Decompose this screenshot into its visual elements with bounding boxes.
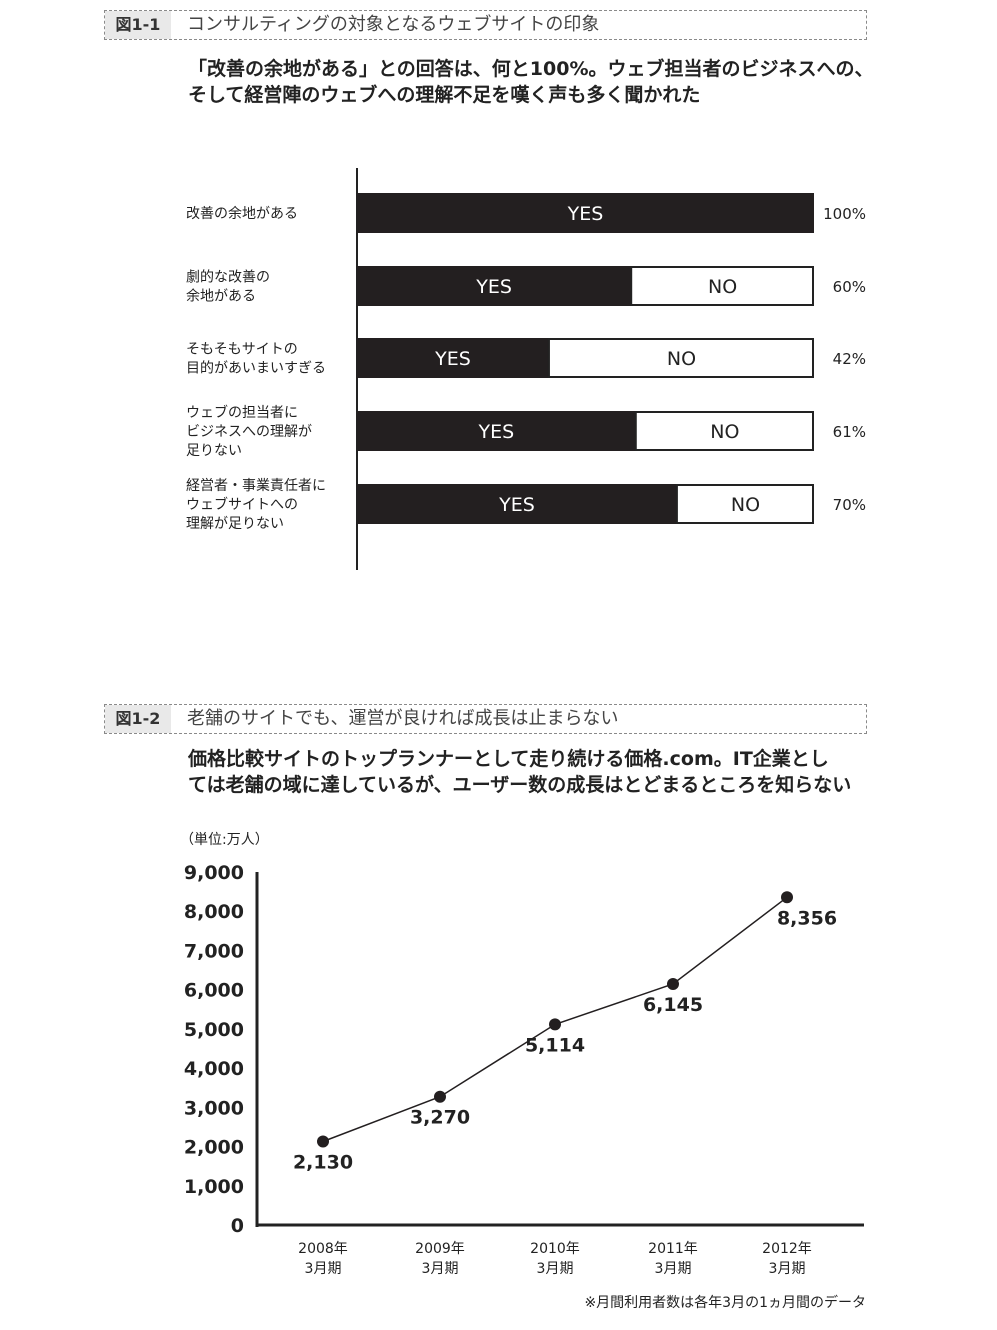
figure1-number: 図1-1 [105, 11, 171, 39]
category-label: 経営者・事業責任者に [186, 478, 326, 494]
figure2-lead-line: 価格比較サイトのトップランナーとして走り続ける価格.com。IT企業とし [188, 748, 829, 770]
category-label: ビジネスへの理解が [186, 424, 312, 440]
x-tick-label: 2011年 [648, 1241, 698, 1257]
no-bar-label: NO [708, 276, 737, 298]
unit-label: （単位:万人） [180, 832, 269, 848]
data-label: 5,114 [525, 1034, 585, 1056]
data-point [434, 1090, 446, 1103]
x-tick-label: 2008年 [298, 1241, 348, 1257]
footnote: ※月間利用者数は各年3月の1ヵ月間のデータ [584, 1294, 866, 1311]
figure2-header: 図1-2 老舗のサイトでも、運営が良ければ成長は止まらない [104, 704, 867, 734]
no-bar [675, 484, 815, 524]
x-tick-label: 3月期 [769, 1261, 806, 1277]
percent-label: 70% [833, 496, 866, 514]
category-label: 余地がある [186, 288, 256, 305]
figure2-title: 老舗のサイトでも、運営が良ければ成長は止まらない [187, 708, 619, 729]
y-tick-label: 7,000 [184, 940, 244, 962]
yes-bar-label: YES [567, 203, 604, 225]
y-tick-label: 2,000 [184, 1137, 244, 1159]
percent-label: 100% [823, 205, 866, 223]
category-label: 理解が足りない [186, 516, 284, 532]
category-label: ウェブサイトへの [186, 496, 298, 513]
figure2-lead: 価格比較サイトのトップランナーとして走り続ける価格.com。IT企業とし ては老… [188, 746, 878, 798]
data-label: 2,130 [293, 1151, 353, 1173]
no-bar [547, 338, 814, 378]
x-tick-label: 2012年 [762, 1241, 812, 1257]
percent-label: 42% [833, 350, 866, 368]
y-tick-label: 9,000 [184, 862, 244, 884]
figure1-lead-line: そして経営陣のウェブへの理解不足を嘆く声も多く聞かれた [188, 84, 701, 106]
category-label: 足りない [186, 443, 242, 459]
category-label: 改善の余地がある [186, 205, 298, 222]
y-tick-label: 8,000 [184, 901, 244, 923]
figure2-number: 図1-2 [105, 705, 171, 733]
x-tick-label: 3月期 [655, 1261, 692, 1277]
no-bar-label: NO [667, 348, 696, 370]
data-label: 8,356 [777, 907, 837, 929]
yes-bar-label: YES [475, 276, 512, 298]
y-tick-label: 6,000 [184, 980, 244, 1002]
no-bar [634, 411, 815, 451]
data-point [781, 891, 793, 904]
figure1-lead: 「改善の余地がある」との回答は、何と100%。ウェブ担当者のビジネスへの、 そし… [188, 56, 878, 108]
figure1-lead-line: 「改善の余地がある」との回答は、何と100%。ウェブ担当者のビジネスへの、 [188, 58, 874, 80]
no-bar-label: NO [731, 494, 760, 516]
yes-bar [357, 484, 677, 524]
x-tick-label: 2009年 [415, 1241, 465, 1257]
figure1-header: 図1-1 コンサルティングの対象となるウェブサイトの印象 [104, 10, 867, 40]
y-tick-label: 4,000 [184, 1058, 244, 1080]
y-tick-label: 5,000 [184, 1019, 244, 1041]
yes-bar [357, 411, 636, 451]
y-tick-label: 0 [231, 1215, 244, 1237]
category-label: 劇的な改善の [186, 270, 270, 286]
category-label: ウェブの担当者に [186, 404, 298, 421]
yes-bar-label: YES [434, 348, 471, 370]
figure2-lead-line: ては老舗の域に達しているが、ユーザー数の成長はとどまるところを知らない [188, 774, 852, 796]
y-tick-label: 3,000 [184, 1097, 244, 1119]
data-point [317, 1135, 329, 1148]
no-bar-label: NO [710, 421, 739, 443]
data-point [667, 977, 679, 990]
yes-bar-label: YES [498, 494, 535, 516]
x-tick-label: 2010年 [530, 1241, 580, 1257]
x-tick-label: 3月期 [305, 1261, 342, 1277]
x-tick-label: 3月期 [422, 1261, 459, 1277]
yes-bar [357, 338, 549, 378]
percent-label: 61% [833, 423, 866, 441]
percent-label: 60% [833, 278, 866, 296]
data-label: 6,145 [643, 994, 703, 1016]
x-tick-label: 3月期 [537, 1261, 574, 1277]
user-growth-line-chart: （単位:万人） 0 1,000 2,000 3,000 4,000 5,000 6,000 7,… [180, 832, 866, 1311]
data-point [549, 1018, 561, 1031]
yes-bar [357, 193, 814, 233]
category-label: そもそもサイトの [186, 342, 298, 358]
y-tick-label: 1,000 [184, 1176, 244, 1198]
yes-bar-label: YES [478, 421, 515, 443]
yes-bar [357, 266, 632, 306]
figure1-title: コンサルティングの対象となるウェブサイトの印象 [187, 14, 600, 35]
data-label: 3,270 [410, 1107, 470, 1129]
category-label: 目的があいまいすぎる [186, 361, 326, 377]
no-bar [630, 266, 815, 306]
